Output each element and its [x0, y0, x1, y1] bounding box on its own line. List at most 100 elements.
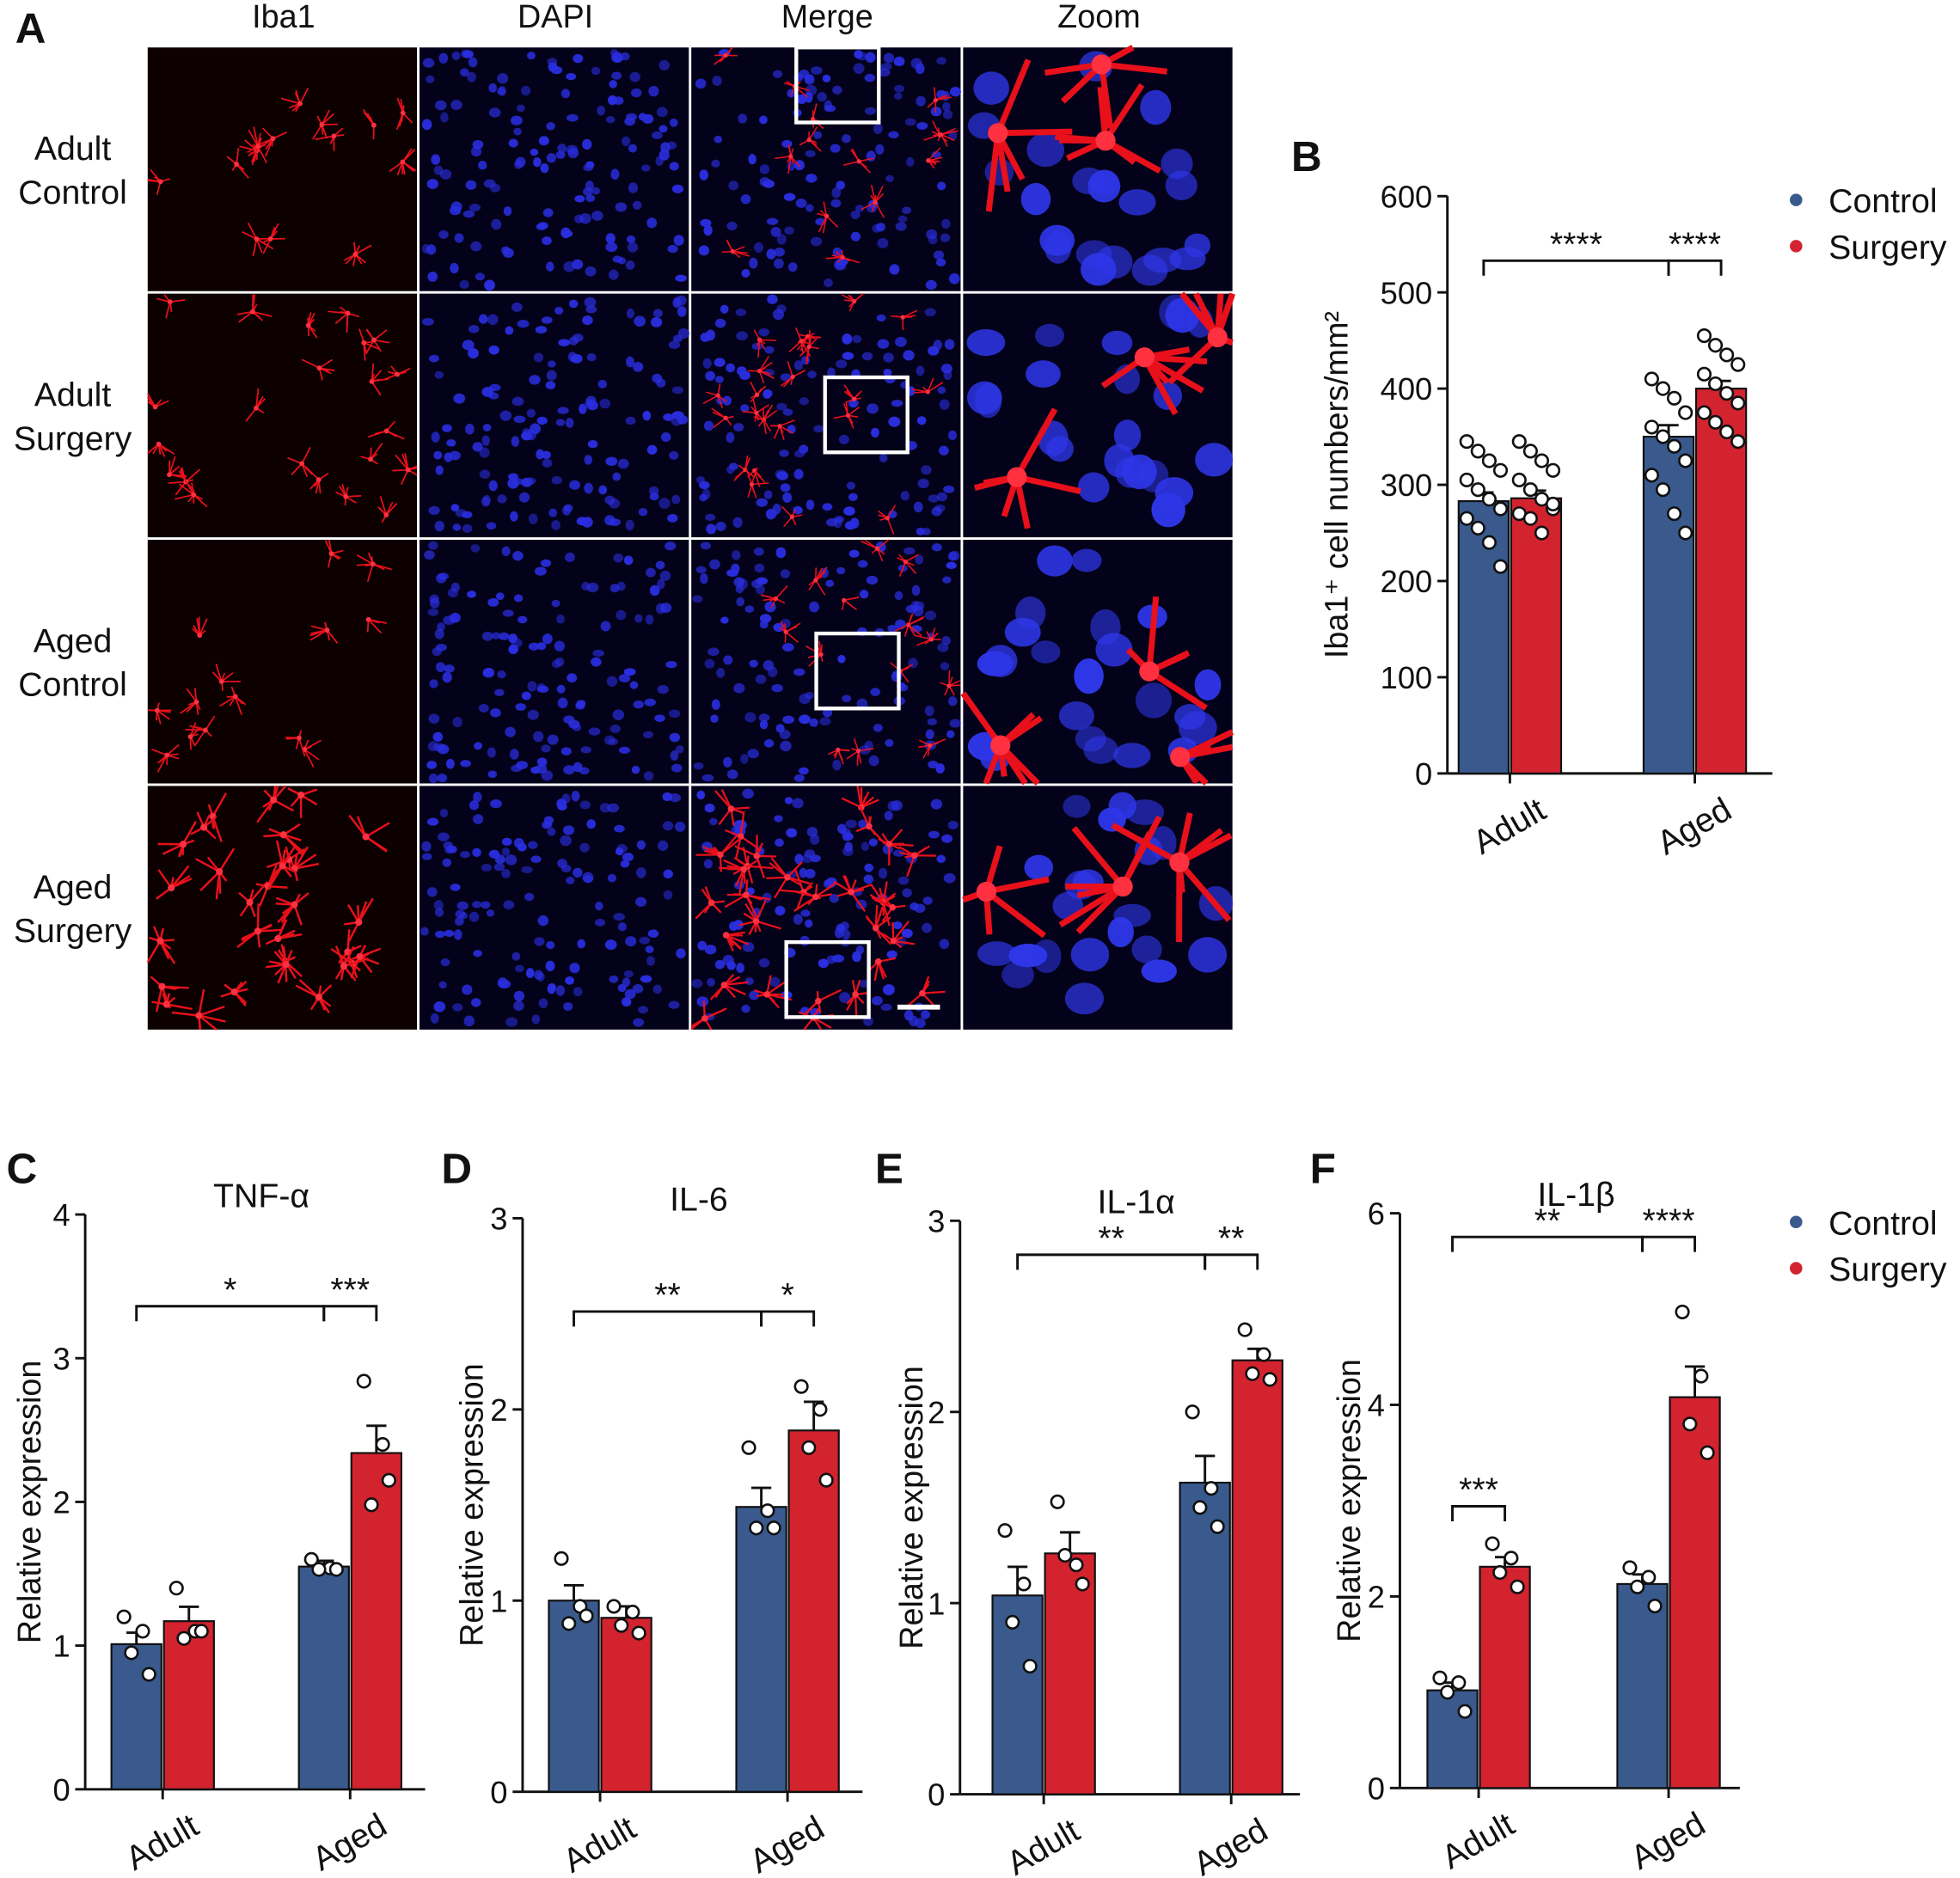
row-label-line: Surgery — [14, 912, 132, 950]
data-point — [1534, 453, 1550, 468]
nucleus — [569, 963, 580, 974]
y-tick-label: 0 — [52, 1772, 70, 1808]
nucleus — [579, 213, 591, 224]
nucleus — [824, 105, 836, 113]
nucleus — [670, 750, 679, 761]
nucleus — [733, 682, 745, 694]
nucleus — [697, 940, 707, 951]
nucleus — [607, 873, 616, 883]
nucleus — [946, 730, 955, 738]
nucleus — [649, 492, 659, 501]
process — [301, 446, 311, 464]
process — [356, 816, 367, 838]
process — [805, 645, 822, 656]
data-point — [1522, 444, 1538, 459]
nucleus — [445, 758, 455, 769]
nucleus — [799, 867, 807, 878]
nucleus — [676, 948, 686, 959]
nucleus — [767, 294, 778, 304]
data-point — [1192, 1500, 1208, 1515]
process — [927, 377, 934, 393]
soma — [722, 932, 730, 939]
data-point — [1694, 1368, 1709, 1384]
nucleus — [669, 732, 681, 743]
process — [818, 216, 828, 233]
bar — [991, 1594, 1044, 1795]
nucleus — [672, 334, 683, 343]
nucleus — [585, 305, 597, 314]
process — [790, 156, 801, 168]
soma — [254, 144, 260, 150]
nucleus — [736, 331, 748, 341]
soma — [371, 337, 377, 343]
nucleus — [577, 939, 585, 949]
nucleus — [726, 363, 736, 373]
nucleus — [885, 174, 894, 183]
row-label-line: Surgery — [14, 419, 132, 457]
process — [704, 1007, 727, 1019]
data-point — [1644, 468, 1659, 483]
nucleus — [434, 370, 444, 379]
nucleus — [864, 73, 876, 83]
nucleus — [636, 867, 646, 878]
nucleus — [882, 984, 895, 995]
process — [234, 696, 242, 715]
process — [215, 664, 223, 682]
nucleus — [642, 410, 652, 421]
nucleus — [452, 717, 463, 728]
process — [757, 340, 761, 358]
process — [199, 1014, 226, 1023]
nucleus — [844, 841, 853, 853]
nucleus — [586, 582, 599, 593]
x-tick-label: Aged — [306, 1806, 393, 1878]
nucleus — [852, 334, 862, 344]
soma — [806, 138, 812, 143]
row-label-line: Control — [18, 666, 127, 704]
nucleus — [722, 395, 732, 406]
nucleus — [861, 352, 873, 361]
micrograph-bg — [147, 293, 418, 538]
soma — [267, 236, 273, 242]
process — [293, 853, 317, 870]
soma — [784, 873, 791, 881]
soma — [1169, 852, 1190, 872]
nucleus — [887, 624, 897, 633]
process — [734, 845, 757, 857]
nucleus — [546, 153, 557, 163]
micrograph — [419, 540, 689, 784]
nucleus — [1058, 700, 1094, 731]
nucleus — [842, 929, 851, 939]
nucleus — [537, 915, 549, 927]
nucleus — [733, 920, 744, 930]
y-axis-label: Relative expression — [1332, 1359, 1368, 1642]
nucleus — [1077, 472, 1110, 503]
nucleus — [895, 336, 907, 347]
nucleus — [481, 387, 494, 397]
process — [364, 835, 388, 853]
nucleus — [983, 645, 1018, 677]
process — [1146, 596, 1160, 672]
nucleus — [904, 118, 916, 126]
nucleus — [759, 164, 770, 174]
data-point — [1459, 434, 1474, 450]
nucleus — [832, 85, 842, 95]
process — [745, 894, 770, 901]
process — [175, 493, 194, 500]
nucleus — [798, 767, 809, 775]
significance-label: * — [781, 1276, 793, 1314]
process — [162, 843, 184, 855]
nucleus — [726, 961, 736, 970]
inset-box — [794, 46, 881, 125]
data-point — [1457, 1704, 1473, 1719]
data-point — [1644, 419, 1659, 435]
nucleus — [573, 987, 583, 997]
soma — [197, 633, 203, 639]
soma — [162, 1000, 170, 1008]
nucleus — [715, 521, 726, 531]
data-point — [1644, 371, 1659, 387]
y-tick-label: 2 — [490, 1392, 507, 1428]
soma — [824, 213, 830, 218]
micrograph-bg — [147, 786, 418, 1030]
soma — [885, 841, 893, 847]
